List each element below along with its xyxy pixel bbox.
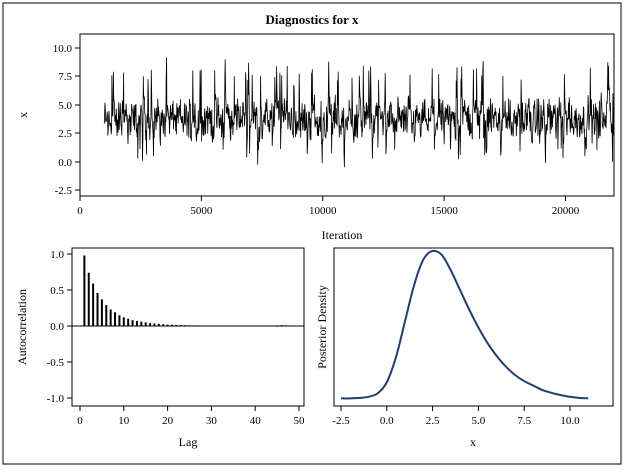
trace-y-tick-label: 2.5 [58,128,72,140]
autocorrelation-plot: 0 10 20 30 40 50 -1.0 -0.5 0.0 0.5 1.0 Lag Autocor… [15,247,305,449]
trace-x-tick-label: 15000 [430,205,458,217]
trace-plot-frame [79,33,615,197]
density-y-label: Posterior Density [315,285,329,369]
figure-title: Diagnostics for x [266,12,359,27]
trace-x-tick-label: 10000 [309,205,337,217]
trace-x-label: Iteration [322,228,363,242]
density-plot: -2.5 0.0 2.5 5.0 7.5 10.0 x Posterior Density [315,247,614,449]
density-x-tick-label: 10.0 [560,415,580,427]
density-ticks: -2.5 0.0 2.5 5.0 7.5 10.0 [332,406,580,427]
density-x-tick-label: -2.5 [332,415,350,427]
acf-x-tick-label: 10 [118,415,130,427]
acf-y-tick-label: -0.5 [47,357,65,369]
trace-x-tick-label: 5000 [190,205,213,217]
acf-y-label: Autocorrelation [15,289,29,365]
trace-x-tick-label: 20000 [552,205,580,217]
density-curve [340,249,589,400]
acf-y-tick-label: -1.0 [47,393,65,405]
density-x-tick-label: 2.5 [426,415,440,427]
acf-ticks: 0 10 20 30 40 50 -1.0 -0.5 0.0 0.5 1.0 [47,249,305,427]
acf-y-tick-label: 0.0 [50,321,64,333]
trace-y-tick-label: 5.0 [58,100,72,112]
acf-x-label: Lag [179,435,198,449]
trace-y-tick-label: 10.0 [53,43,73,55]
density-x-tick-label: 5.0 [472,415,486,427]
trace-y-tick-label: 7.5 [58,71,72,83]
trace-y-label: x [16,112,30,118]
density-plot-frame [333,247,614,407]
trace-line [103,57,615,168]
acf-x-tick-label: 50 [294,415,306,427]
acf-x-tick-label: 0 [77,415,83,427]
acf-x-tick-label: 20 [162,415,174,427]
trace-series [103,57,615,168]
trace-plot: 0 5000 10000 15000 20000 -2.5 0.0 2.5 5.0 7.5 10.0… [16,33,615,242]
trace-y-tick-label: -2.5 [55,185,73,197]
trace-x-tick-label: 0 [77,205,83,217]
acf-plot-frame [71,247,305,407]
density-x-tick-label: 7.5 [517,415,531,427]
density-x-label: x [470,435,476,449]
trace-ticks: 0 5000 10000 15000 20000 -2.5 0.0 2.5 5.0 7.5 10.0 [53,43,580,217]
density-series [340,249,589,400]
acf-x-tick-label: 40 [250,415,262,427]
acf-y-tick-label: 0.5 [50,285,64,297]
acf-y-tick-label: 1.0 [50,249,64,261]
acf-x-tick-label: 30 [206,415,218,427]
trace-y-tick-label: 0.0 [58,157,72,169]
acf-bars [72,255,304,327]
density-x-tick-label: 0.0 [380,415,394,427]
